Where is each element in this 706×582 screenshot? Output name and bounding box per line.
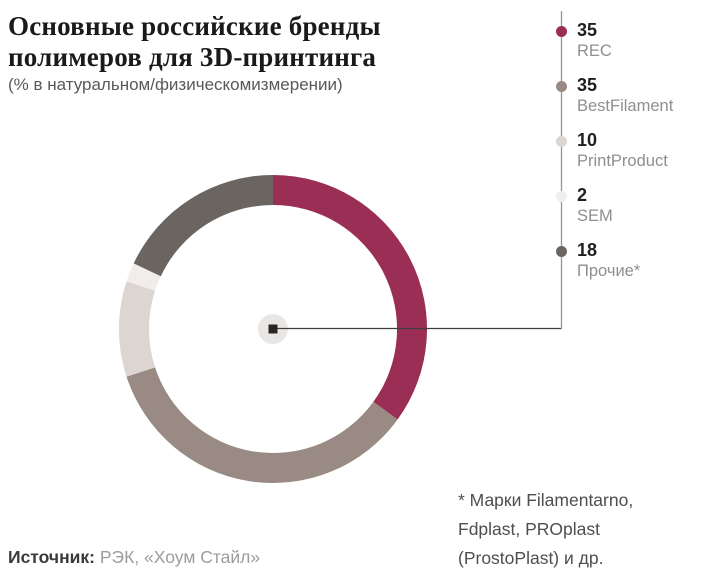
hub-square-marker <box>268 324 278 334</box>
legend-value: 2 <box>577 185 588 205</box>
source-line: Источник: РЭК, «Хоум Стайл» <box>8 546 260 568</box>
legend-value: 35 <box>577 20 598 40</box>
footnote: * Марки Filamentarno, Fdplast, PROplast … <box>458 486 633 573</box>
source-label: Источник: <box>8 547 95 567</box>
legend-label: REC <box>577 42 612 60</box>
legend-dot-rec <box>556 26 567 37</box>
donut-segment-printproduct <box>119 281 156 377</box>
legend-dot-prochie <box>556 246 567 257</box>
source-text-value: РЭК, «Хоум Стайл» <box>99 547 261 567</box>
legend-value: 18 <box>577 240 598 260</box>
legend-value: 10 <box>577 130 598 150</box>
footnote-line2: Fdplast, PROplast <box>458 519 600 539</box>
legend-label: SEM <box>577 207 613 225</box>
legend-item-prochie: 18 Прочие* <box>577 240 640 281</box>
legend-item-bestfilament: 35 BestFilament <box>577 75 673 116</box>
chart-subtitle: (% в натуральном/физическомизмерении) <box>8 75 343 94</box>
donut-segment-bestfilament <box>126 367 398 483</box>
legend-dot-bestfilament <box>556 81 567 92</box>
legend-label: BestFilament <box>577 97 674 115</box>
legend-dot-printproduct <box>556 136 567 147</box>
page-title-line2: полимеров для 3D-принтинга <box>8 42 377 72</box>
legend-item-sem: 2 SEM <box>577 185 613 226</box>
legend-item-printproduct: 10 PrintProduct <box>577 130 668 171</box>
legend-label: Прочие* <box>577 262 641 280</box>
page-title: Основные российские бренды полимеров для … <box>8 11 381 73</box>
donut-segment-sem <box>126 263 161 291</box>
legend-label: PrintProduct <box>577 152 668 170</box>
donut-segment-rec <box>273 175 428 420</box>
footnote-line3: (ProstoPlast) и др. <box>458 548 604 568</box>
legend-value: 35 <box>577 75 598 95</box>
page-title-line1: Основные российские бренды <box>8 11 381 41</box>
footnote-line1: * Марки Filamentarno, <box>458 490 634 510</box>
donut-segment-прочие- <box>133 175 273 277</box>
legend-item-rec: 35 REC <box>577 20 612 61</box>
source-text: РЭК, «Хоум Стайл» <box>100 547 260 567</box>
legend-dot-sem <box>556 191 567 202</box>
